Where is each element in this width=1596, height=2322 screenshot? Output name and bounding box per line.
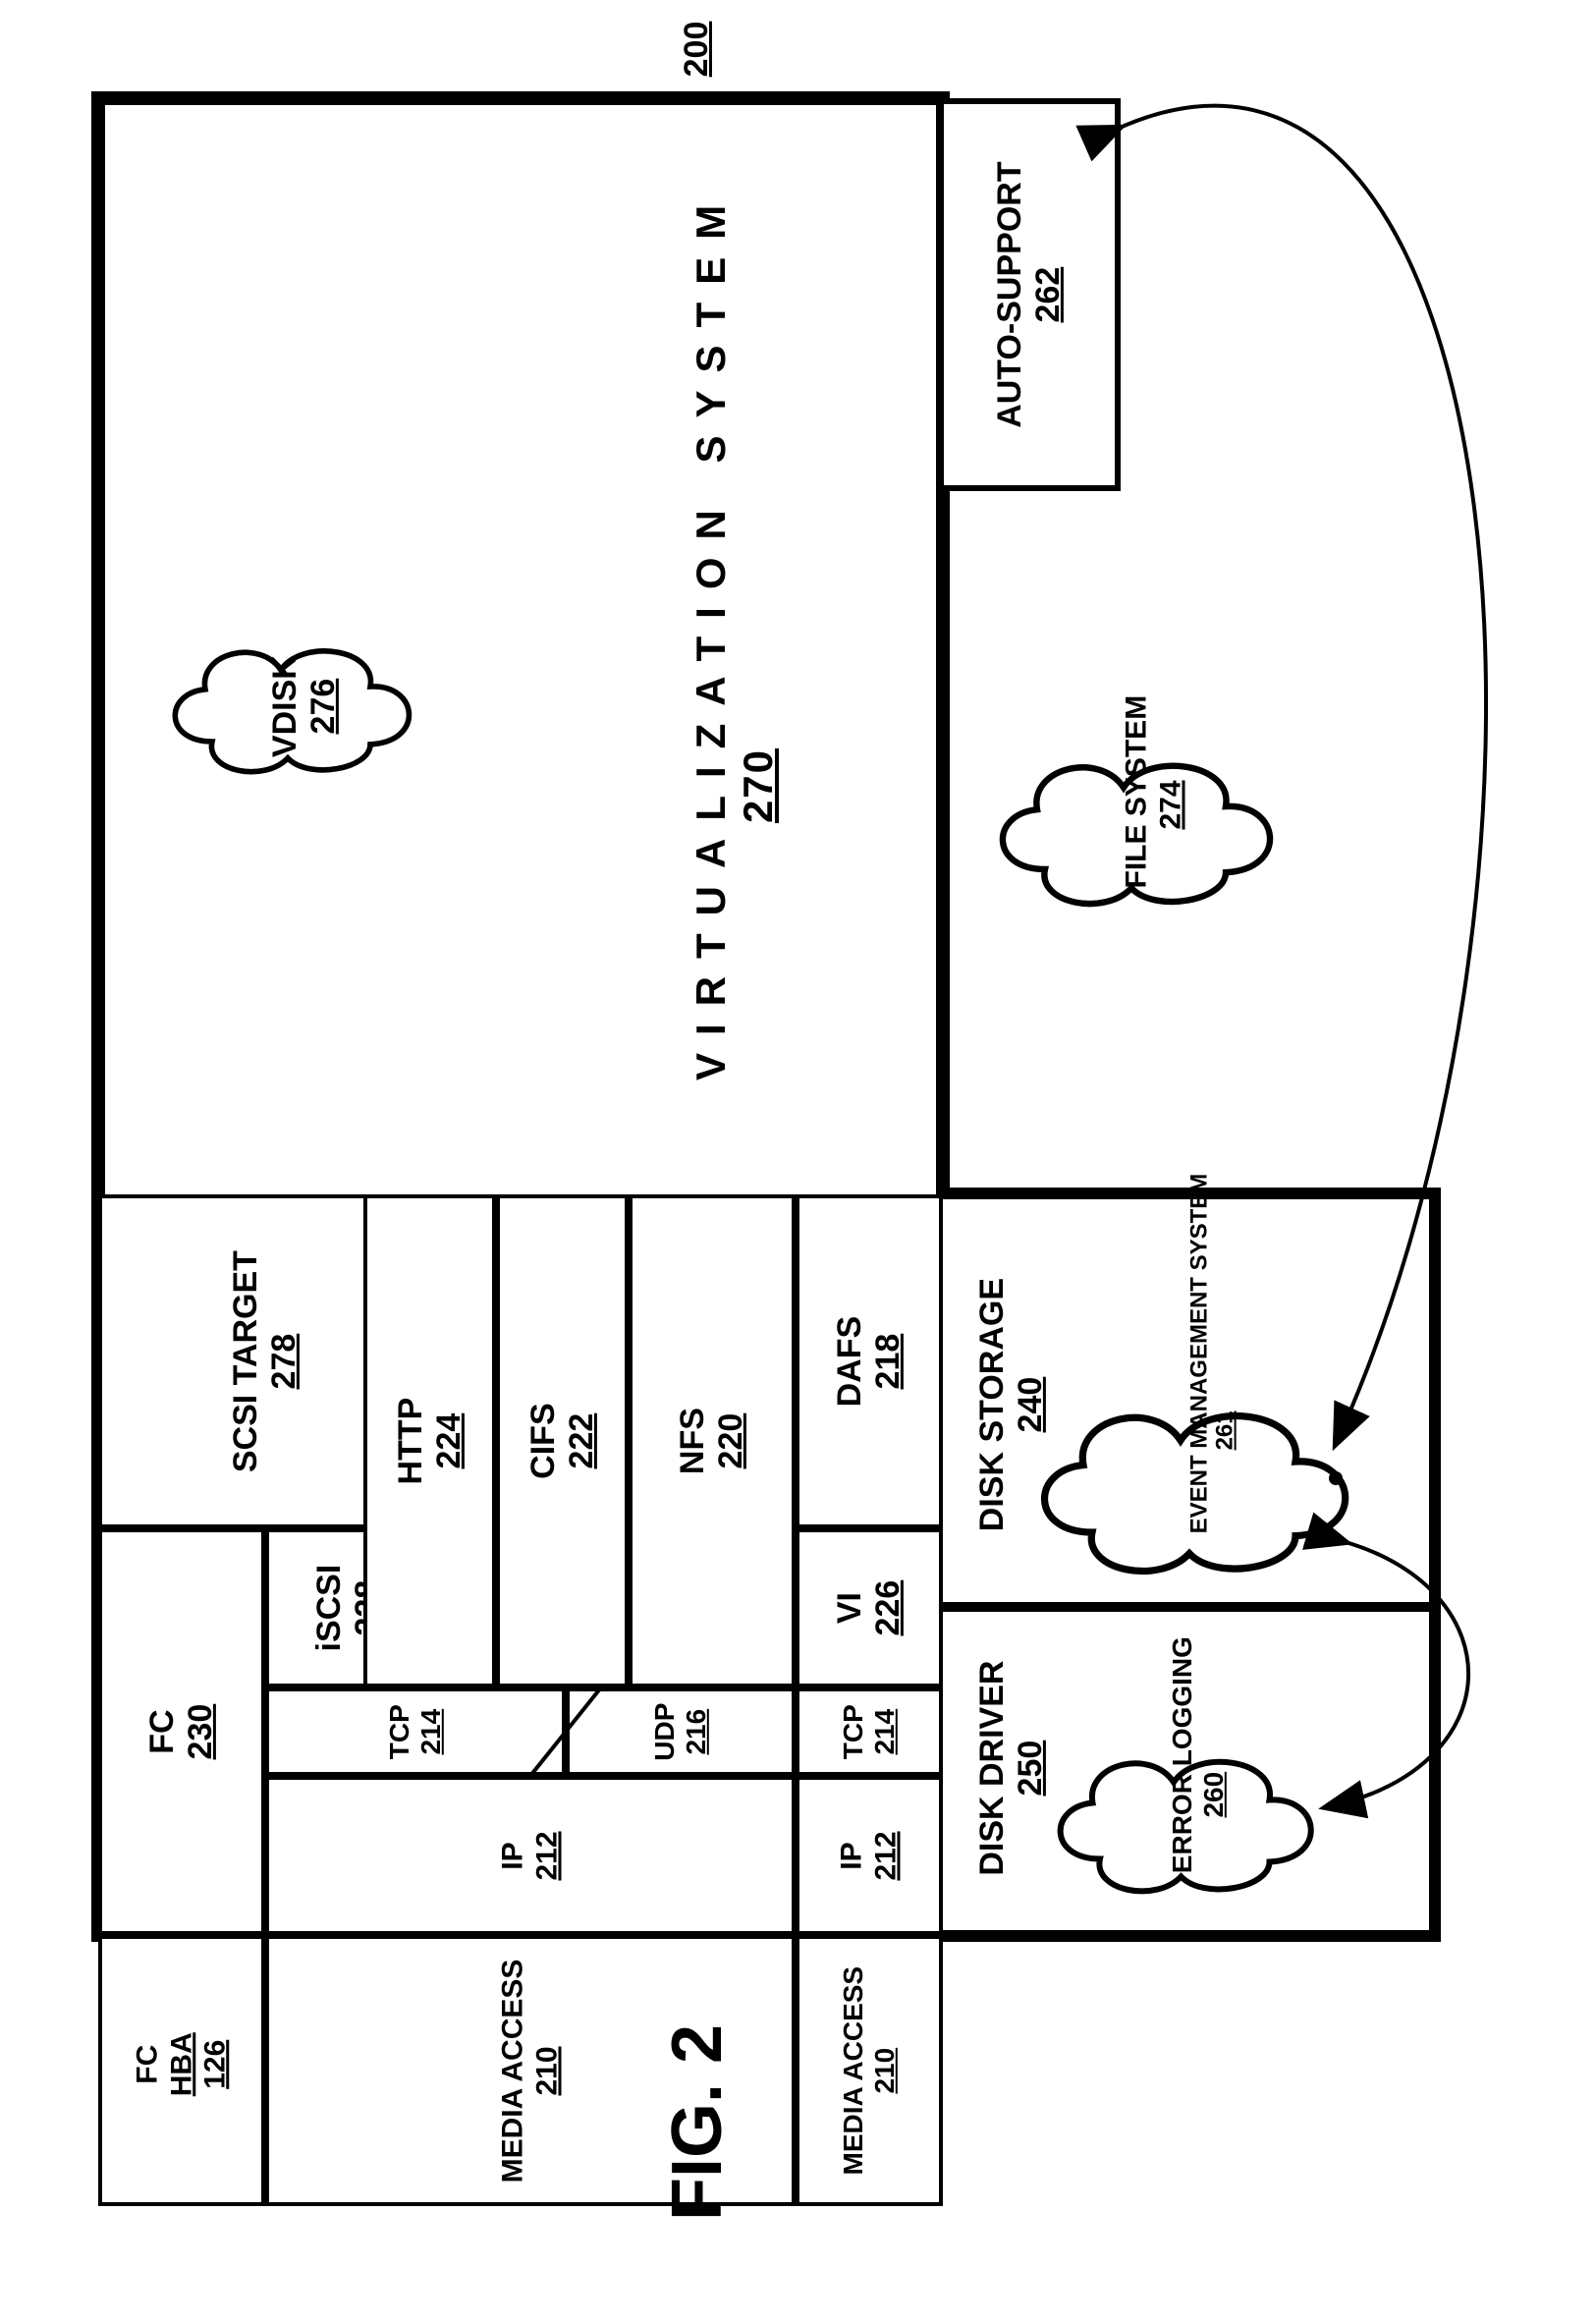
arrows [0,0,1596,2322]
